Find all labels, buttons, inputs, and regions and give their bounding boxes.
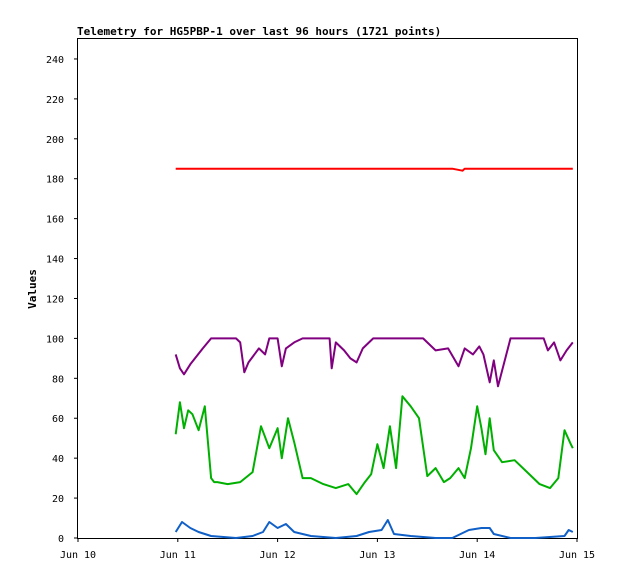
y-tick-label: 60: [52, 414, 64, 425]
series-layer: [174, 167, 574, 539]
x-tick-label: Jun 10: [60, 550, 96, 561]
x-tick-label: Jun 11: [160, 550, 196, 561]
y-tick-label: 0: [58, 534, 64, 545]
series-line-2: [174, 337, 574, 388]
y-tick-label: 240: [46, 55, 64, 66]
y-tick-label: 140: [46, 255, 64, 266]
y-axis: 0 20 40 60 80 100 120 140 160 180 200 220 240: [46, 55, 78, 545]
y-tick-label: 200: [46, 135, 64, 146]
y-tick-label: 80: [52, 374, 64, 385]
x-axis: Jun 10 Jun 11 Jun 12 Jun 13 Jun 14 Jun 15: [60, 538, 595, 561]
y-tick-label: 100: [46, 334, 64, 345]
chart-title: Telemetry for HG5PBP-1 over last 96 hour…: [77, 25, 441, 38]
x-tick-label: Jun 14: [459, 550, 495, 561]
x-tick-label: Jun 12: [260, 550, 296, 561]
plot-area-frame: [77, 38, 578, 539]
y-tick-label: 160: [46, 215, 64, 226]
x-tick-label: Jun 13: [359, 550, 395, 561]
y-tick-label: 120: [46, 294, 64, 305]
y-tick-label: 220: [46, 95, 64, 106]
series-line-3: [174, 395, 574, 496]
y-tick-label: 180: [46, 175, 64, 186]
x-tick-label: Jun 15: [559, 550, 595, 561]
y-tick-label: 20: [52, 494, 64, 505]
series-line-4: [174, 519, 574, 539]
y-axis-label: Values: [26, 269, 39, 309]
y-tick-label: 40: [52, 454, 64, 465]
series-line-1: [175, 167, 573, 172]
